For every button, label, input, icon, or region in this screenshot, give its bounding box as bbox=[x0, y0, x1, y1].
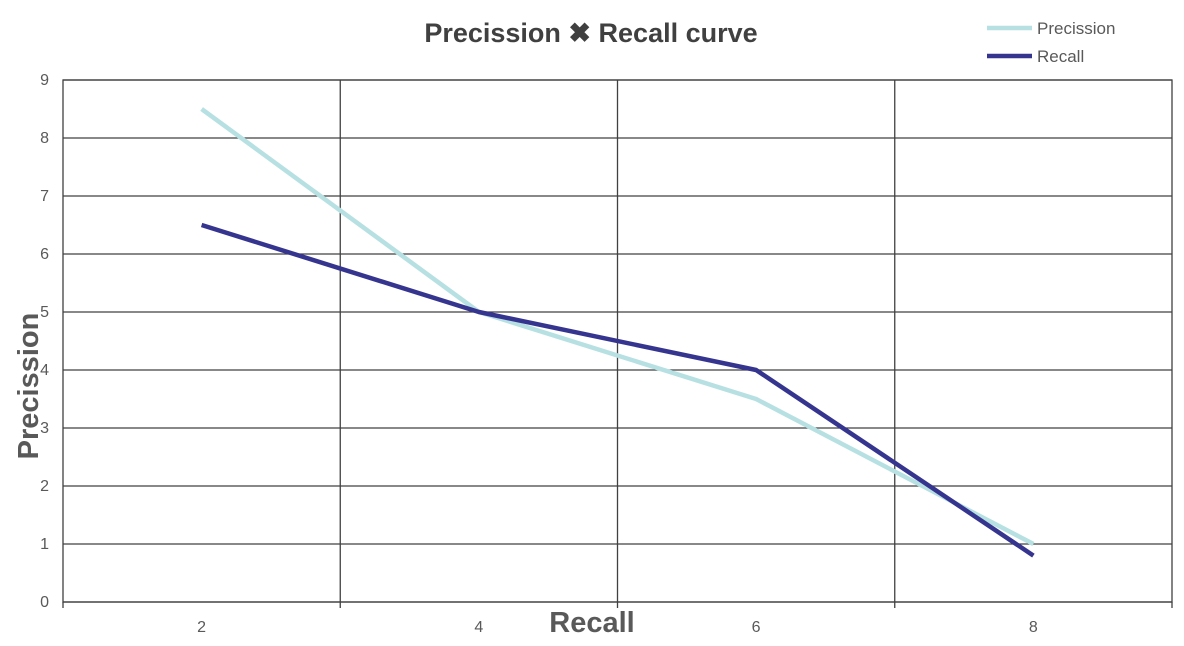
y-axis-title: Precission bbox=[13, 313, 45, 460]
y-tick-label: 8 bbox=[40, 130, 49, 147]
x-axis-title: Recall bbox=[549, 607, 634, 639]
y-tick-label: 3 bbox=[40, 420, 49, 437]
y-tick-label: 6 bbox=[40, 246, 49, 263]
series-lines bbox=[200, 107, 1035, 558]
y-axis-ticks: 0 1 2 3 4 5 6 7 8 9 bbox=[40, 72, 49, 611]
chart-title: Precission ✖ Recall curve bbox=[424, 18, 757, 48]
plot-area bbox=[62, 79, 1173, 603]
legend-label: Precission bbox=[1037, 19, 1115, 38]
y-tick-label: 1 bbox=[40, 536, 49, 553]
y-tick-label: 7 bbox=[40, 188, 49, 205]
y-tick-label: 5 bbox=[40, 304, 49, 321]
y-tick-label: 4 bbox=[40, 362, 49, 379]
x-tick-label: 2 bbox=[197, 619, 206, 636]
x-axis-ticks: 2 4 6 8 bbox=[197, 619, 1038, 636]
legend-label: Recall bbox=[1037, 47, 1084, 66]
series-line-recall bbox=[200, 222, 1035, 558]
y-tick-label: 2 bbox=[40, 478, 49, 495]
x-tick-label: 6 bbox=[752, 619, 761, 636]
y-tick-label: 9 bbox=[40, 72, 49, 89]
series-line-precission bbox=[200, 107, 1035, 546]
chart-legend: Precission Recall bbox=[987, 19, 1115, 66]
y-tick-label: 0 bbox=[40, 594, 49, 611]
x-tick-label: 4 bbox=[474, 619, 483, 636]
x-tick-label: 8 bbox=[1029, 619, 1038, 636]
